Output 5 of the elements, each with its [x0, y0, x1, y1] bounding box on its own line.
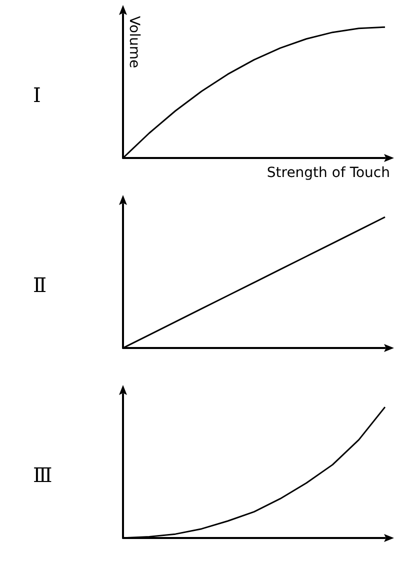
text: Ⅰ [33, 83, 41, 107]
text: Ⅲ [33, 463, 52, 487]
y-axis-title: Volume [126, 16, 142, 68]
text: Ⅱ [33, 273, 47, 297]
x-axis-title: Strength of Touch [266, 165, 390, 181]
